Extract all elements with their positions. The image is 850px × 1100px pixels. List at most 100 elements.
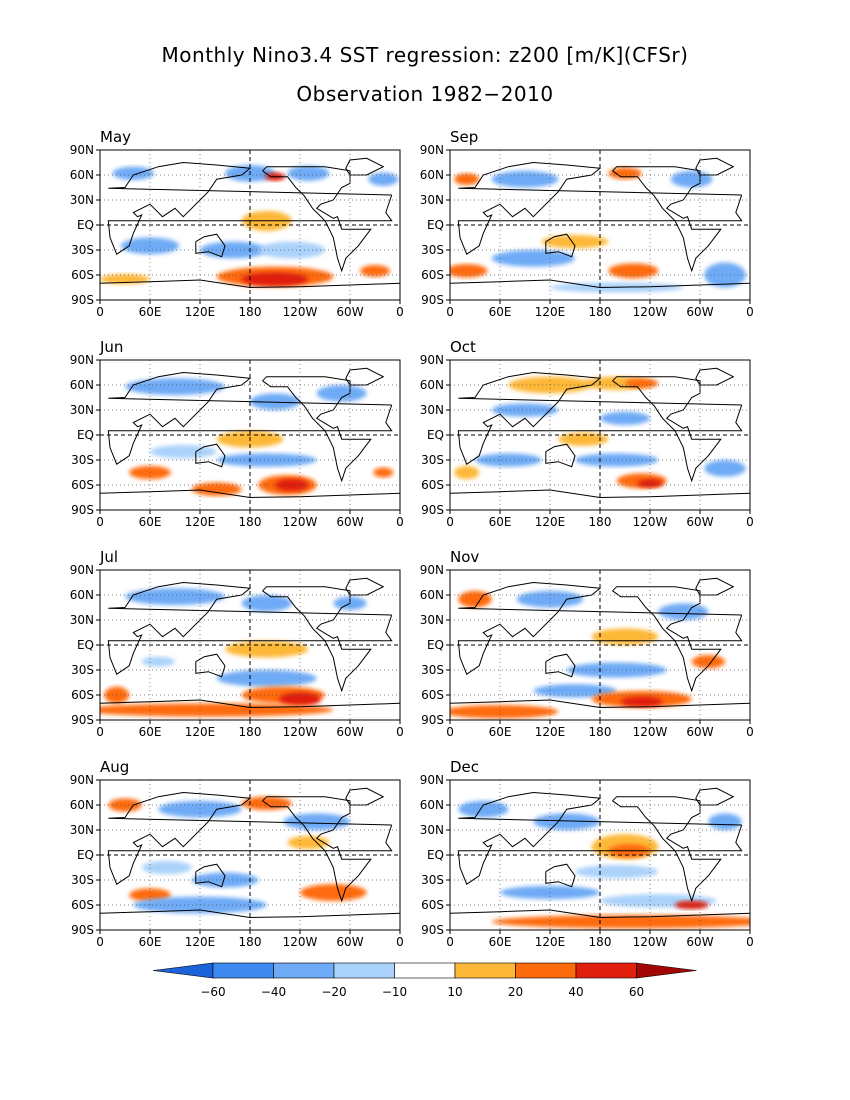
anomaly-contour <box>216 453 317 467</box>
lat-tick-label: 30S <box>71 453 94 467</box>
lat-tick-label: 30N <box>70 403 94 417</box>
panel-label: Dec <box>450 758 479 776</box>
anomaly-contour <box>300 884 367 901</box>
coastline <box>450 489 750 499</box>
colorbar-segment <box>394 962 456 979</box>
coastline <box>345 577 385 596</box>
lon-tick-label: 60W <box>686 935 713 949</box>
lat-tick-label: 30N <box>420 613 444 627</box>
lat-tick-label: 90S <box>71 923 94 937</box>
lat-tick-label: 90S <box>71 713 94 727</box>
lon-tick-label: 0 <box>446 515 454 529</box>
panel-label: Nov <box>450 548 479 566</box>
lon-tick-label: 180 <box>239 305 262 319</box>
lon-tick-label: 120E <box>535 305 566 319</box>
lon-tick-label: 0 <box>746 515 754 529</box>
lat-tick-label: 90N <box>420 353 444 367</box>
lon-tick-label: 180 <box>589 935 612 949</box>
lon-tick-label: 120W <box>633 935 668 949</box>
anomaly-contour <box>516 590 584 608</box>
lat-tick-label: 60S <box>71 898 94 912</box>
lat-tick-label: 60N <box>70 378 94 392</box>
lon-tick-label: 120W <box>283 725 318 739</box>
lat-tick-label: 30N <box>70 823 94 837</box>
lon-tick-label: 0 <box>746 725 754 739</box>
coastline <box>695 157 735 176</box>
panel-label: Jul <box>99 548 118 566</box>
lon-tick-label: 60W <box>686 725 713 739</box>
lat-tick-label: EQ <box>427 428 444 442</box>
anomaly-contour <box>279 692 321 706</box>
anomaly-contour <box>287 165 330 181</box>
anomaly-contour <box>491 170 559 188</box>
colorbar-arrow-high <box>636 962 697 979</box>
lon-tick-label: 60W <box>336 935 363 949</box>
panel-label: Jun <box>99 338 123 356</box>
anomaly-contour <box>600 411 650 425</box>
coastline <box>545 233 576 258</box>
lat-tick-label: 30N <box>70 613 94 627</box>
lon-tick-label: 0 <box>446 935 454 949</box>
lat-tick-label: 90N <box>70 773 94 787</box>
coastline <box>695 787 735 806</box>
anomaly-contour <box>225 640 309 658</box>
lat-tick-label: 60S <box>71 268 94 282</box>
lat-tick-label: 30S <box>71 873 94 887</box>
colorbar-segment <box>333 962 395 979</box>
lon-tick-label: 180 <box>239 515 262 529</box>
panel-label: Sep <box>450 128 478 146</box>
lon-tick-label: 60E <box>489 725 512 739</box>
lat-tick-label: EQ <box>77 218 94 232</box>
coastline <box>107 161 393 255</box>
anomaly-contour <box>566 662 667 678</box>
coastline <box>545 653 576 678</box>
anomaly-contour <box>250 393 300 410</box>
coastline <box>457 161 743 255</box>
coastlines <box>100 787 400 919</box>
lat-tick-label: 30N <box>420 193 444 207</box>
lat-tick-label: EQ <box>427 638 444 652</box>
lon-tick-label: 0 <box>396 515 404 529</box>
lon-tick-label: 0 <box>396 725 404 739</box>
anomaly-contour <box>191 872 259 888</box>
anomaly-contour <box>591 628 659 645</box>
coastline <box>100 909 400 919</box>
lat-tick-label: EQ <box>77 638 94 652</box>
lon-tick-label: 60W <box>336 725 363 739</box>
anomaly-contour <box>533 684 617 698</box>
lat-tick-label: 60S <box>71 688 94 702</box>
anomaly-contour <box>112 166 155 180</box>
colorbar-label: 10 <box>447 985 462 999</box>
anomaly-contour <box>704 262 746 288</box>
anomaly-contour <box>533 813 600 830</box>
lon-tick-label: 120E <box>535 725 566 739</box>
anomaly-contour <box>241 272 309 286</box>
lon-tick-label: 120E <box>185 305 216 319</box>
anomaly-contour <box>491 250 575 267</box>
lat-tick-label: 90N <box>70 563 94 577</box>
lon-tick-label: 60E <box>489 935 512 949</box>
anomaly-contour <box>373 467 394 478</box>
anomaly-contour <box>558 432 609 446</box>
coastlines <box>450 157 750 289</box>
lat-tick-label: 90S <box>421 713 444 727</box>
lon-tick-label: 120W <box>633 515 668 529</box>
coastline <box>450 279 750 289</box>
colorbar-label: −20 <box>321 985 346 999</box>
lat-tick-label: 90N <box>70 353 94 367</box>
lon-tick-label: 120E <box>535 935 566 949</box>
lat-tick-label: 90N <box>420 143 444 157</box>
anomaly-field <box>100 588 367 717</box>
lon-tick-label: 60W <box>686 305 713 319</box>
anomaly-contour <box>241 595 292 612</box>
coastline <box>345 787 385 806</box>
lat-tick-label: 30N <box>420 823 444 837</box>
lat-tick-label: 30S <box>71 243 94 257</box>
colorbar-label: −60 <box>200 985 225 999</box>
anomaly-contour <box>454 173 480 185</box>
coastline <box>195 653 226 678</box>
